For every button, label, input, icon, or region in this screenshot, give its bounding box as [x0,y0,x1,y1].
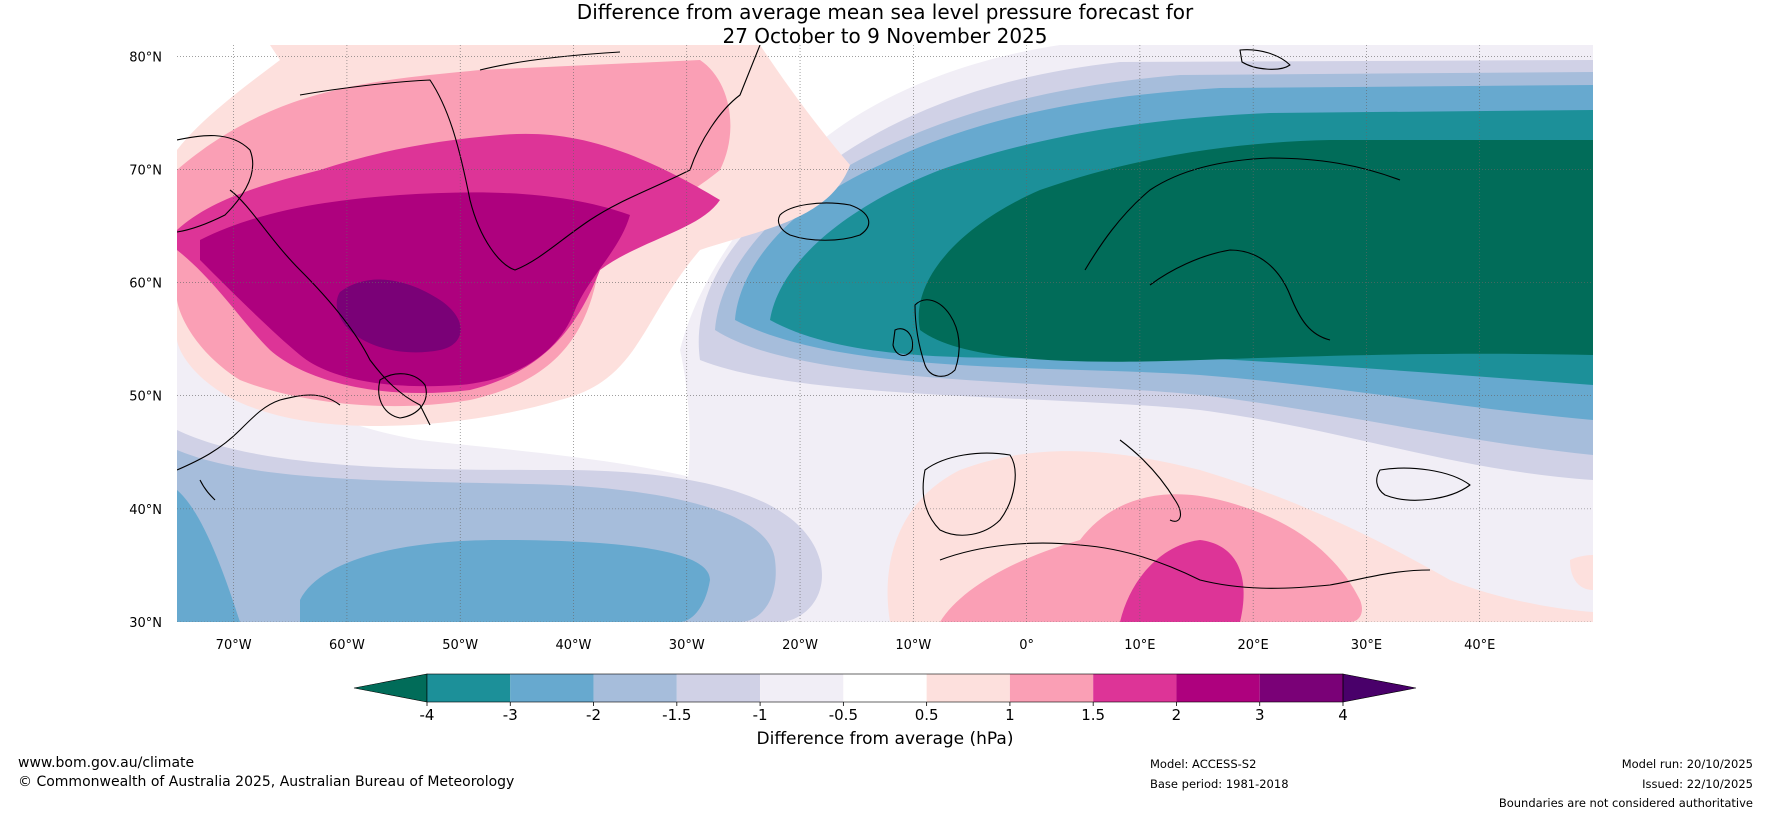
footer-disclaimer: Boundaries are not considered authoritat… [1498,796,1753,810]
greenland-coast [299,45,761,271]
colorbar-segment [593,674,677,702]
colorbar-tick-label: 1 [1005,706,1015,724]
colorbar-arrow-low [353,673,428,703]
longitude-label: 40°E [1464,638,1495,653]
iceland-coast [777,202,870,241]
longitude-label: 70°W [216,638,252,653]
contour-med-pink [940,494,1362,622]
colorbar-segment [1176,674,1260,702]
colorbar-tick-label: -1.5 [662,706,691,724]
north-africa-coast [939,542,1431,589]
longitude-label: 30°W [669,638,705,653]
colorbar-tick-label: -2 [586,706,601,724]
colorbar-segment [510,674,594,702]
longitude-label: 60°W [329,638,365,653]
contour-east-pink-light [1570,555,1593,590]
longitude-label: 50°W [442,638,478,653]
longitude-label: 0° [1019,638,1034,653]
labrador-coast [229,189,431,426]
title-line-2: 27 October to 9 November 2025 [722,24,1048,48]
colorbar-tick-label: -4 [420,706,435,724]
colorbar: -4 -3 -2 -1.5 -1 -0.5 0.5 1 1.5 2 3 4 [353,673,1417,724]
latitude-label: 70°N [129,163,162,178]
latitude-label: 30°N [129,616,162,631]
colorbar-label: Difference from average (hPa) [757,729,1014,749]
map-plot-area [177,45,1593,622]
svalbard-coast [1239,49,1291,70]
latitude-labels: 80°N 70°N 60°N 50°N 40°N 30°N [129,50,162,631]
colorbar-tick-label: 4 [1338,706,1348,724]
footer-model-run: Model run: 20/10/2025 [1621,757,1753,771]
colorbar-tick-label: 0.5 [915,706,939,724]
contour-dark-purple [336,279,461,353]
colorbar-tick-label: 1.5 [1081,706,1105,724]
newfoundland-coast [378,373,427,419]
latitude-label: 80°N [129,50,162,65]
colorbar-outline [426,673,1344,703]
colorbar-segment [676,674,761,702]
latitude-label: 50°N [129,390,162,405]
footer-base-period: Base period: 1981-2018 [1150,777,1289,791]
british-isles-coast [892,299,960,377]
north-america-east-coast [177,394,341,501]
colorbar-tick-label: 2 [1172,706,1182,724]
longitude-label: 10°W [895,638,931,653]
iberia-coast [922,452,1016,536]
italy-coast [1119,439,1181,522]
colorbar-tick-label: -3 [503,706,518,724]
latitude-label: 60°N [129,277,162,292]
footer-issued: Issued: 22/10/2025 [1642,777,1753,791]
title-line-1: Difference from average mean sea level p… [576,0,1194,24]
map-title: Difference from average mean sea level p… [0,0,1770,48]
colorbar-segment [1009,674,1094,702]
colorbar-segment [427,674,511,702]
colorbar-segment [760,674,844,702]
longitude-label: 30°E [1351,638,1382,653]
footer-website: www.bom.gov.au/climate [18,755,195,771]
colorbar-segment [843,674,927,702]
longitude-label: 10°E [1124,638,1155,653]
colorbar-tick-label: 3 [1255,706,1265,724]
colorbar-arrow-high [1342,673,1417,703]
contour-med-magenta [1120,540,1244,622]
scandinavia-baltic-coast [1149,249,1331,341]
longitude-label: 40°W [556,638,592,653]
colorbar-tick-label: -1 [753,706,768,724]
colorbar-tick-label: -0.5 [829,706,858,724]
coastlines [177,45,1471,589]
longitude-label: 20°W [782,638,818,653]
latitude-label: 40°N [129,503,162,518]
black-sea-coast [1376,467,1471,501]
contour-south-blue [177,490,710,622]
footer-model: Model: ACCESS-S2 [1150,757,1257,771]
contour-dark-green [918,140,1593,362]
colorbar-segment [1093,674,1177,702]
longitude-labels: 70°W 60°W 50°W 40°W 30°W 20°W 10°W 0° 10°E 20°E 30… [216,638,1496,653]
longitude-label: 20°E [1238,638,1269,653]
canadian-arctic-coast [177,135,254,233]
colorbar-segment [926,674,1010,702]
norway-coast [1084,157,1401,271]
footer-copyright: © Commonwealth of Australia 2025, Austra… [18,774,515,790]
colorbar-segment [1259,674,1343,702]
graticule [177,45,1593,622]
